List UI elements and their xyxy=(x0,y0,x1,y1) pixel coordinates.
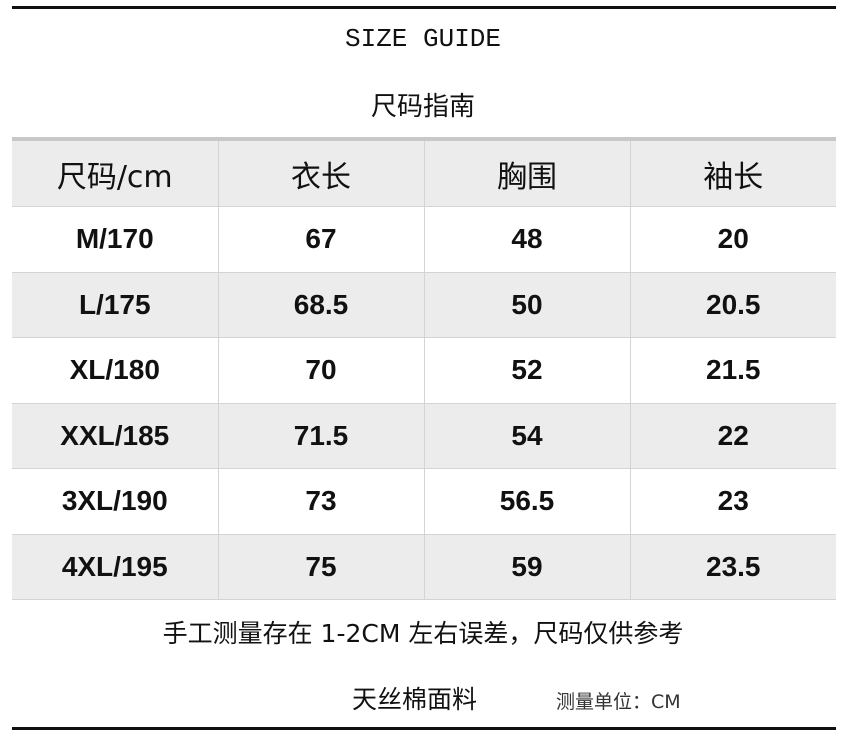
table-cell: 54 xyxy=(423,403,630,469)
table-cell: 3XL/190 xyxy=(12,468,218,535)
table-cell: 73 xyxy=(217,468,424,535)
size-table: 尺码/cm 衣长 胸围 袖长 M/170 67 48 20 L/175 68.5 50 20.… xyxy=(12,137,836,600)
table-cell: 21.5 xyxy=(629,337,836,404)
table-cell: 70 xyxy=(217,337,424,404)
header-cell: 胸围 xyxy=(423,139,630,207)
table-cell: 71.5 xyxy=(217,403,424,469)
measurement-note: 手工测量存在 1-2CM 左右误差，尺码仅供参考 xyxy=(162,619,684,648)
table-cell: 23.5 xyxy=(629,534,836,600)
table-cell: 56.5 xyxy=(423,468,630,535)
table-row: M/170 67 48 20 xyxy=(12,206,836,273)
unit-label: 测量单位：CM xyxy=(556,691,681,713)
table-cell: M/170 xyxy=(12,206,218,273)
table-cell: 59 xyxy=(423,534,630,600)
table-cell: 50 xyxy=(423,272,630,338)
table-cell: XL/180 xyxy=(12,337,218,404)
table-cell: 68.5 xyxy=(217,272,424,338)
table-row: XXL/185 71.5 54 22 xyxy=(12,403,836,469)
table-cell: 20.5 xyxy=(629,272,836,338)
table-header: 尺码/cm 衣长 胸围 袖长 xyxy=(12,139,836,207)
table-cell: 20 xyxy=(629,206,836,273)
header-cell: 袖长 xyxy=(629,139,836,207)
header-cell: 衣长 xyxy=(217,139,424,207)
bottom-rule xyxy=(12,727,836,730)
table-cell: 75 xyxy=(217,534,424,600)
table-cell: 23 xyxy=(629,468,836,535)
table-row: 3XL/190 73 56.5 23 xyxy=(12,468,836,535)
table-cell: 4XL/195 xyxy=(12,534,218,600)
table-row: XL/180 70 52 21.5 xyxy=(12,337,836,404)
subtitle: 尺码指南 xyxy=(370,92,475,122)
table-row: 4XL/195 75 59 23.5 xyxy=(12,534,836,600)
table-cell: 22 xyxy=(629,403,836,469)
table-cell: 48 xyxy=(423,206,630,273)
table-cell: XXL/185 xyxy=(12,403,218,469)
table-row: L/175 68.5 50 20.5 xyxy=(12,272,836,338)
title: SIZE GUIDE xyxy=(344,24,502,54)
table-cell: 67 xyxy=(217,206,424,273)
table-cell: 52 xyxy=(423,337,630,404)
header-cell: 尺码/cm xyxy=(12,139,218,207)
top-rule xyxy=(12,6,836,9)
fabric-label: 天丝棉面料 xyxy=(352,685,478,714)
table-cell: L/175 xyxy=(12,272,218,338)
